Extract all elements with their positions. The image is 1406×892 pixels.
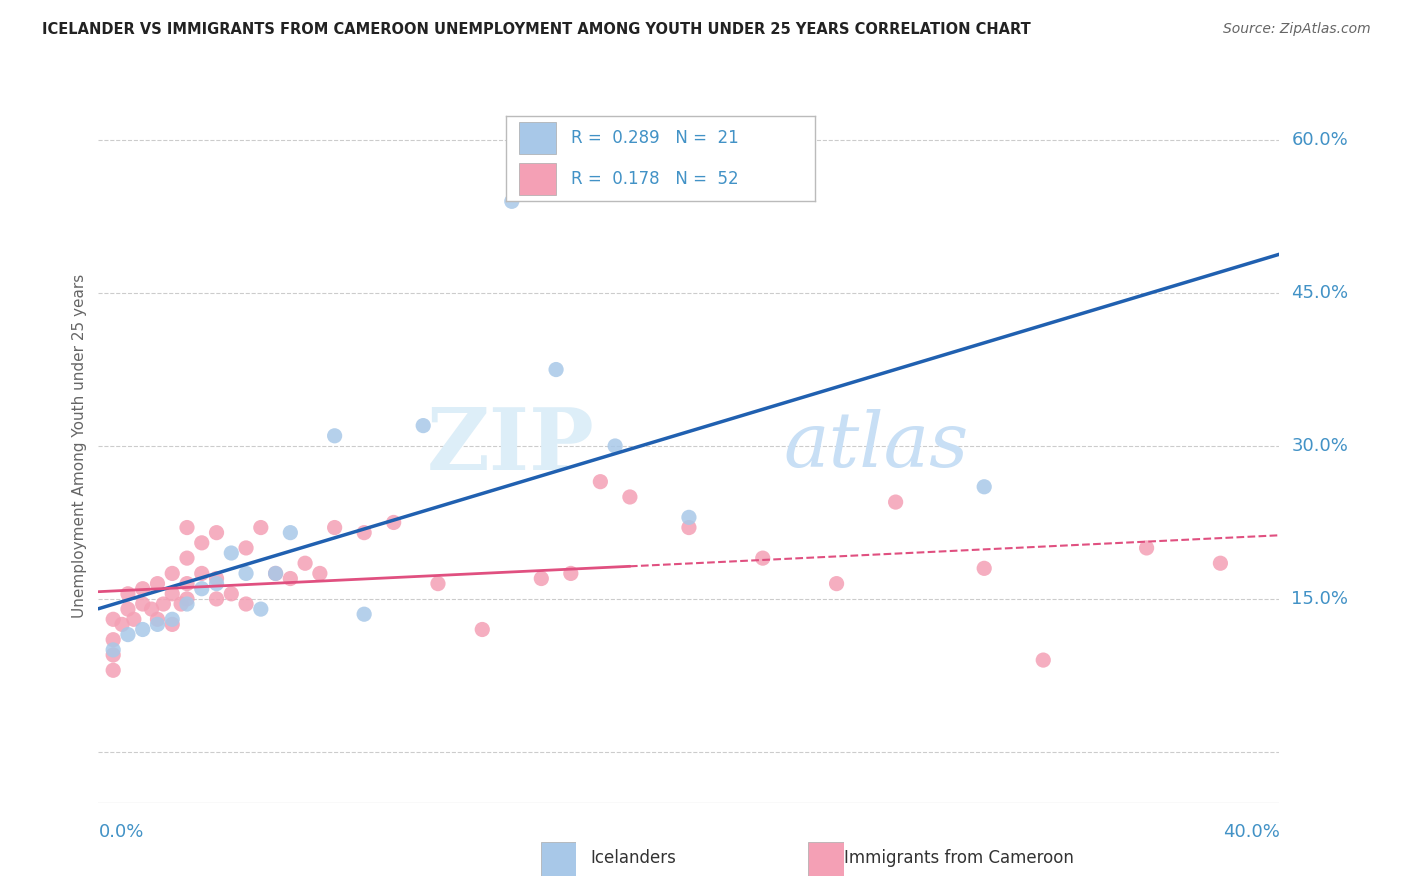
Point (146, 617, 169, 632)
Point (619, 490, 641, 504)
Point (117, 587, 139, 601)
Text: 30.0%: 30.0% (1291, 437, 1348, 455)
Point (219, 587, 242, 601)
Point (103, 612, 125, 626)
Text: 40.0%: 40.0% (1223, 823, 1279, 841)
Text: R =  0.178   N =  52: R = 0.178 N = 52 (571, 169, 738, 187)
Point (205, 591, 228, 606)
Point (353, 607, 375, 622)
Point (103, 643, 125, 657)
Point (278, 572, 302, 586)
Point (412, 418, 434, 433)
Point (162, 566, 183, 581)
Point (205, 576, 228, 591)
Point (162, 612, 183, 626)
Point (1135, 541, 1157, 555)
Point (146, 612, 169, 626)
Point (501, 194, 523, 209)
Text: 15.0%: 15.0% (1291, 590, 1348, 608)
Point (122, 612, 145, 626)
Point (427, 576, 450, 591)
Point (103, 632, 125, 647)
Point (191, 536, 214, 550)
Point (176, 591, 198, 606)
Point (353, 525, 375, 540)
Point (323, 520, 346, 534)
Point (973, 480, 995, 494)
Point (382, 516, 405, 530)
Text: ZIP: ZIP (426, 404, 595, 488)
Point (170, 597, 193, 611)
Point (152, 597, 174, 611)
Point (205, 572, 228, 586)
Point (176, 551, 198, 566)
Text: 0.0%: 0.0% (98, 823, 143, 841)
Text: 60.0%: 60.0% (1291, 131, 1348, 149)
Point (176, 597, 198, 611)
Point (205, 525, 228, 540)
Point (162, 617, 183, 632)
Point (1032, 653, 1054, 667)
Text: Source: ZipAtlas.com: Source: ZipAtlas.com (1223, 22, 1371, 37)
Point (264, 566, 287, 581)
Y-axis label: Unemployment Among Youth under 25 years: Unemployment Among Youth under 25 years (72, 274, 87, 618)
Point (162, 587, 183, 601)
Point (191, 582, 214, 596)
Point (117, 602, 139, 616)
Point (235, 541, 257, 555)
Point (973, 561, 995, 575)
Point (825, 576, 848, 591)
Point (1209, 556, 1232, 570)
FancyBboxPatch shape (519, 122, 555, 154)
Point (132, 623, 155, 637)
FancyBboxPatch shape (519, 162, 555, 194)
FancyBboxPatch shape (808, 842, 844, 876)
Point (884, 495, 907, 509)
Point (250, 520, 273, 534)
Point (191, 566, 214, 581)
Text: Immigrants from Cameroon: Immigrants from Cameroon (844, 849, 1073, 867)
Point (678, 520, 700, 534)
Point (250, 602, 273, 616)
Point (117, 627, 139, 641)
Point (235, 597, 257, 611)
Point (235, 566, 257, 581)
Point (589, 475, 612, 489)
Point (103, 663, 125, 677)
Point (560, 566, 582, 581)
Point (751, 551, 773, 566)
Point (146, 576, 169, 591)
Point (132, 597, 155, 611)
Point (323, 429, 346, 443)
Point (176, 576, 198, 591)
Point (530, 572, 553, 586)
Text: 45.0%: 45.0% (1291, 284, 1348, 302)
FancyBboxPatch shape (541, 842, 576, 876)
Point (111, 617, 134, 632)
Point (278, 525, 302, 540)
Point (294, 556, 316, 570)
Text: atlas: atlas (783, 409, 969, 483)
Point (605, 439, 627, 453)
Point (678, 510, 700, 524)
Text: R =  0.289   N =  21: R = 0.289 N = 21 (571, 129, 740, 147)
Text: ICELANDER VS IMMIGRANTS FROM CAMEROON UNEMPLOYMENT AMONG YOUTH UNDER 25 YEARS CO: ICELANDER VS IMMIGRANTS FROM CAMEROON UN… (42, 22, 1031, 37)
Point (544, 362, 567, 376)
Point (309, 566, 332, 581)
Point (132, 582, 155, 596)
Point (176, 520, 198, 534)
Point (219, 546, 242, 560)
Point (264, 566, 287, 581)
Text: Icelanders: Icelanders (591, 849, 676, 867)
Point (471, 623, 494, 637)
Point (103, 648, 125, 662)
Point (141, 602, 163, 616)
